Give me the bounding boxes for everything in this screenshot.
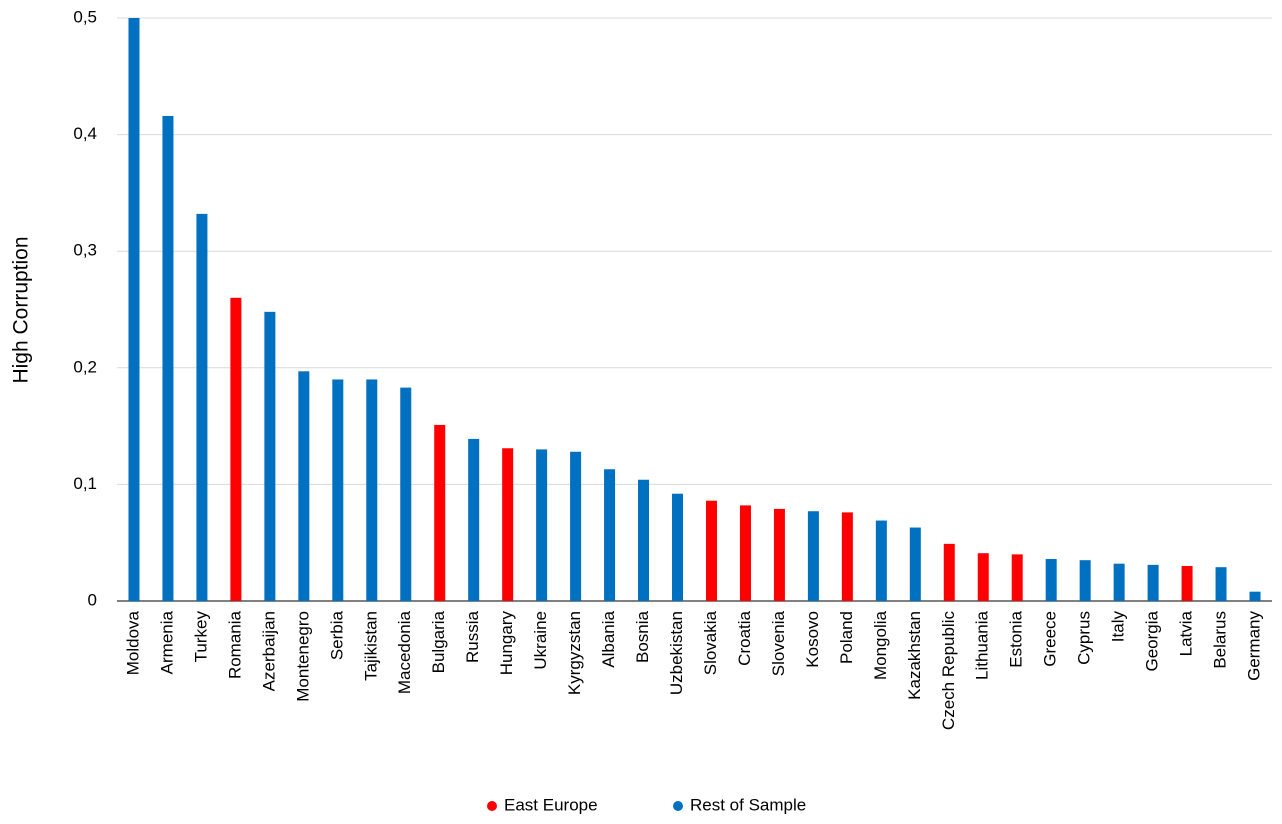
bar xyxy=(841,512,853,601)
y-tick-label: 0,2 xyxy=(73,357,97,376)
legend-marker xyxy=(673,801,683,811)
bar xyxy=(909,527,921,601)
bar xyxy=(1181,566,1193,601)
bar xyxy=(400,387,412,601)
bar xyxy=(1045,559,1057,601)
x-tick-label: Hungary xyxy=(497,611,516,676)
x-tick-label: Armenia xyxy=(157,610,176,674)
x-tick-label: Russia xyxy=(463,610,482,663)
y-tick-label: 0,1 xyxy=(73,474,97,493)
bar xyxy=(604,469,616,601)
y-tick-label: 0,3 xyxy=(73,241,97,260)
y-tick-label: 0 xyxy=(88,590,97,609)
bar xyxy=(298,371,310,601)
x-tick-label: Azerbaijan xyxy=(259,611,278,691)
legend-label: Rest of Sample xyxy=(690,795,806,814)
x-tick-label: Poland xyxy=(837,611,856,664)
x-tick-label: Kyrgyzstan xyxy=(565,611,584,695)
x-tick-label: Slovenia xyxy=(769,610,788,676)
bar xyxy=(468,438,480,601)
bar xyxy=(977,553,989,601)
x-tick-label: Montenegro xyxy=(293,611,312,702)
bar xyxy=(875,520,887,601)
y-axis-label: High Corruption xyxy=(10,236,33,383)
legend-label: East Europe xyxy=(504,795,598,814)
x-tick-label: Macedonia xyxy=(395,610,414,694)
x-tick-label: Italy xyxy=(1109,611,1128,643)
x-tick-label: Bulgaria xyxy=(429,610,448,673)
bar xyxy=(672,493,684,601)
bar xyxy=(773,508,785,601)
bar xyxy=(162,115,174,601)
bar xyxy=(536,449,548,601)
x-tick-label: Albania xyxy=(599,610,618,667)
bar xyxy=(434,424,446,601)
x-tick-label: Serbia xyxy=(327,610,346,660)
bar xyxy=(196,213,208,601)
x-tick-label: Ukraine xyxy=(531,611,550,670)
bar xyxy=(502,448,514,601)
x-tick-label: Romania xyxy=(225,610,244,679)
bar xyxy=(739,505,751,601)
x-tick-label: Belarus xyxy=(1211,611,1230,669)
bar xyxy=(332,379,344,601)
bar xyxy=(1215,567,1227,601)
y-tick-label: 0,4 xyxy=(73,124,97,143)
x-tick-label: Greece xyxy=(1041,611,1060,667)
bar xyxy=(366,379,378,601)
x-tick-label: Germany xyxy=(1244,611,1263,681)
x-tick-label: Latvia xyxy=(1177,610,1196,656)
bar xyxy=(1011,554,1023,601)
x-tick-label: Czech Republic xyxy=(939,611,958,731)
bar xyxy=(128,18,140,601)
bar xyxy=(264,311,276,601)
bar xyxy=(705,500,717,601)
bar xyxy=(1079,560,1091,601)
x-tick-label: Estonia xyxy=(1007,610,1026,667)
bar xyxy=(1113,563,1125,601)
bar xyxy=(570,451,582,601)
x-tick-label: Mongolia xyxy=(871,610,890,680)
x-tick-label: Kosovo xyxy=(803,611,822,668)
x-tick-label: Slovakia xyxy=(701,610,720,675)
x-tick-label: Cyprus xyxy=(1075,611,1094,665)
bar xyxy=(638,479,650,601)
y-tick-label: 0,5 xyxy=(73,7,97,26)
x-tick-label: Bosnia xyxy=(633,610,652,663)
legend-marker xyxy=(487,801,497,811)
x-tick-label: Kazakhstan xyxy=(905,611,924,700)
x-tick-label: Turkey xyxy=(191,611,210,663)
x-tick-label: Georgia xyxy=(1143,610,1162,671)
bar xyxy=(230,297,242,601)
bar xyxy=(943,543,955,601)
x-tick-label: Croatia xyxy=(735,610,754,665)
x-tick-label: Moldova xyxy=(123,610,142,675)
bar xyxy=(1249,591,1261,601)
x-tick-label: Tajikistan xyxy=(361,611,380,681)
x-tick-label: Uzbekistan xyxy=(667,611,686,695)
x-tick-label: Lithuania xyxy=(973,610,992,680)
bar xyxy=(807,511,819,601)
bar xyxy=(1147,564,1159,601)
